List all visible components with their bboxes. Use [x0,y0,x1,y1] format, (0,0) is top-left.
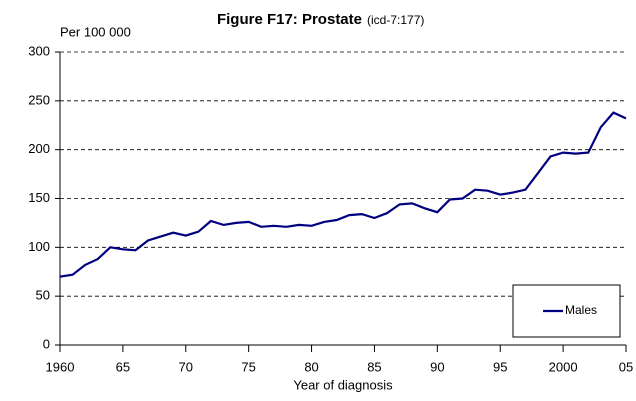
y-tick-label: 0 [43,336,50,351]
x-tick-label: 05 [619,359,633,374]
x-tick-label: 2000 [549,359,578,374]
y-tick-label: 150 [28,190,50,205]
y-tick-label: 50 [36,288,50,303]
x-tick-label: 75 [241,359,255,374]
y-tick-label: 200 [28,141,50,156]
chart-subtitle: (icd-7:177) [367,13,424,27]
x-tick-label: 80 [304,359,318,374]
x-tick-label: 65 [116,359,130,374]
y-tick-label: 250 [28,92,50,107]
y-axis-label: Per 100 000 [60,24,131,39]
y-tick-label: 300 [28,43,50,58]
chart-title: Figure F17: Prostate [217,11,362,28]
x-tick-label: 90 [430,359,444,374]
y-tick-label: 100 [28,239,50,254]
x-axis-label: Year of diagnosis [293,377,393,392]
x-tick-label: 85 [367,359,381,374]
x-tick-label: 1960 [46,359,75,374]
x-tick-label: 95 [493,359,507,374]
legend-label: Males [565,303,597,317]
x-tick-label: 70 [179,359,193,374]
line [59,111,627,278]
legend-box [512,284,621,338]
